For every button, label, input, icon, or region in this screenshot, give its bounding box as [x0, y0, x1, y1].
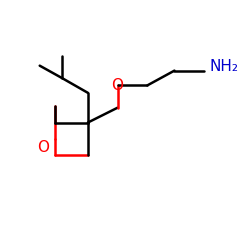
Text: O: O: [112, 78, 124, 93]
Text: O: O: [38, 140, 50, 155]
Text: NH₂: NH₂: [209, 60, 238, 74]
